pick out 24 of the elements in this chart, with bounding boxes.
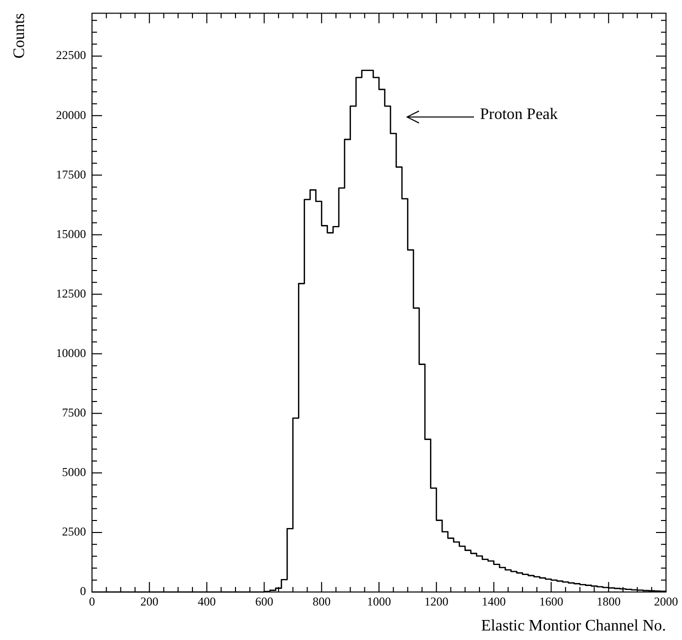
x-tick-label: 2000 <box>654 594 678 608</box>
x-tick-label: 800 <box>312 594 331 608</box>
y-tick-label: 12500 <box>56 286 86 300</box>
x-tick-label: 1200 <box>424 594 448 608</box>
y-tick-label: 10000 <box>56 346 86 360</box>
y-tick-label: 20000 <box>56 108 86 122</box>
y-tick-label: 15000 <box>56 226 86 241</box>
annotation: Proton Peak <box>480 106 558 124</box>
x-tick-label: 1600 <box>539 594 564 608</box>
y-tick-label: 5000 <box>62 465 86 480</box>
y-tick-label: 0 <box>80 584 86 598</box>
y-tick-label: 22500 <box>56 48 86 62</box>
x-tick-label: 1400 <box>482 594 506 608</box>
x-tick-label: 400 <box>198 594 216 608</box>
y-axis-title: Counts <box>10 13 28 59</box>
x-tick-label: 0 <box>89 594 95 608</box>
x-axis-title: Elastic Montior Channel No. <box>481 618 666 635</box>
y-tick-label: 17500 <box>56 167 86 182</box>
y-tick-label: 2500 <box>62 524 86 539</box>
x-tick-label: 600 <box>255 594 274 608</box>
x-tick-label: 1000 <box>367 594 391 608</box>
x-tick-label: 1800 <box>596 594 621 608</box>
y-tick-label: 7500 <box>62 406 86 420</box>
x-tick-label: 200 <box>140 594 158 608</box>
